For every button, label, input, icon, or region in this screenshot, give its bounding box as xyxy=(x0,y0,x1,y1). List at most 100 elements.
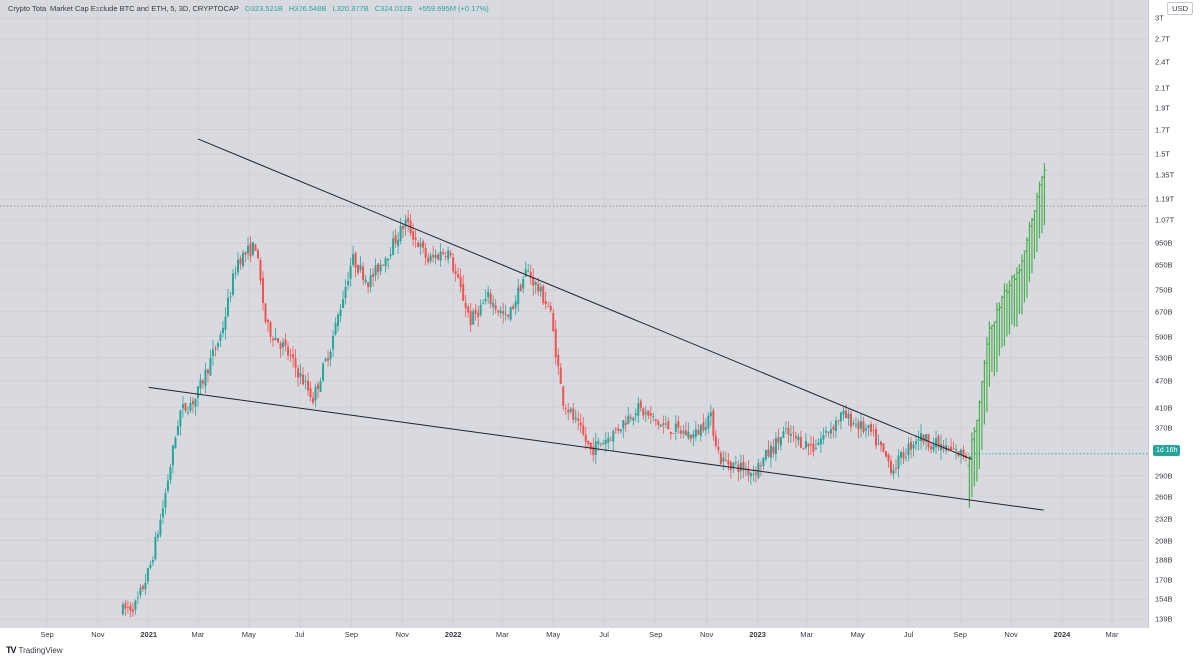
candle-body xyxy=(847,413,850,419)
candle-body xyxy=(612,430,615,442)
candle-body xyxy=(359,265,362,271)
candle-body xyxy=(579,422,582,426)
candle-body xyxy=(862,421,865,432)
candle-body xyxy=(216,343,219,347)
candle-body xyxy=(859,421,862,429)
candle-body xyxy=(652,416,655,417)
price-tick-label: 410B xyxy=(1155,403,1173,413)
price-plot[interactable] xyxy=(0,0,1148,628)
candle-body xyxy=(484,298,487,302)
candle-body xyxy=(887,454,890,462)
candle-body xyxy=(186,412,189,413)
price-tick-label: 530B xyxy=(1155,353,1173,363)
candle-body xyxy=(191,400,194,405)
candle-body xyxy=(464,303,467,309)
time-tick-label: 2021 xyxy=(140,630,158,639)
candle-body xyxy=(399,225,402,242)
time-axis[interactable]: Sep Nov 2021 Mar May Jul Sep Nov 2022 Mar May Jul Se… xyxy=(0,628,1148,642)
candle-body xyxy=(832,426,835,430)
tradingview-logo[interactable]: TV TradingView xyxy=(6,645,63,655)
candle-body xyxy=(557,355,560,367)
candle-body xyxy=(332,335,335,350)
time-tick-label: Sep xyxy=(40,630,54,639)
candle-body xyxy=(679,430,682,434)
candle-body xyxy=(602,443,605,445)
candle-body xyxy=(597,441,600,445)
candle-body xyxy=(151,559,154,563)
price-tick-label: 3T xyxy=(1155,13,1164,23)
tradingview-brand-label: TradingView xyxy=(18,645,63,655)
price-tick-label: 1.35T xyxy=(1155,170,1175,180)
candle-body xyxy=(962,449,965,458)
candle-body xyxy=(492,302,495,307)
candle-body xyxy=(767,449,770,457)
candle-body xyxy=(894,467,897,469)
candle-body xyxy=(429,255,432,261)
candle-body xyxy=(844,410,847,419)
candle-body xyxy=(947,448,950,450)
candle-body xyxy=(139,587,142,596)
candle-body xyxy=(857,421,860,430)
candle-body xyxy=(269,322,272,337)
footer: TV TradingView xyxy=(0,642,1200,661)
candle-body xyxy=(417,242,420,248)
price-tick-label: 139B xyxy=(1155,614,1173,624)
candle-body xyxy=(702,422,705,431)
candle-body xyxy=(201,380,204,384)
candle-body xyxy=(905,456,908,458)
candle-body xyxy=(842,410,845,415)
candle-body xyxy=(945,445,948,451)
candle-body xyxy=(910,441,913,450)
price-tick-label: 2.1T xyxy=(1155,83,1171,93)
trendline-lower xyxy=(148,386,1044,511)
candle-body xyxy=(787,428,790,435)
candle-body xyxy=(211,349,214,356)
candle-body xyxy=(822,435,825,440)
currency-button[interactable]: USD xyxy=(1167,2,1193,15)
candle-body xyxy=(327,358,330,361)
candle-body xyxy=(867,425,870,428)
candle-body xyxy=(627,415,630,424)
candle-body xyxy=(479,305,482,316)
candle-body xyxy=(424,247,427,258)
candle-body xyxy=(802,447,805,449)
candle-body xyxy=(522,278,525,289)
price-axis[interactable]: USD 3T 2.7T 2.4T 2.1T 1.9T 1.7T 1.5T 1.35T 1.19T… xyxy=(1148,0,1200,628)
candle-body xyxy=(609,439,612,441)
symbol-title: Crypto Total Market Cap Exclude BTC and … xyxy=(8,4,239,13)
price-tick-label: 670B xyxy=(1155,307,1173,317)
candle-body xyxy=(950,446,953,450)
candle-body xyxy=(617,428,620,431)
candle-body xyxy=(251,242,254,255)
candle-body xyxy=(714,435,717,447)
candle-body xyxy=(647,410,650,416)
candle-body xyxy=(699,424,702,436)
candle-body xyxy=(357,265,360,273)
candle-body xyxy=(644,412,647,414)
candle-body xyxy=(669,431,672,434)
candle-body xyxy=(529,272,532,279)
candle-body xyxy=(874,429,877,446)
candle-body xyxy=(637,403,640,416)
candle-body xyxy=(337,314,340,326)
candle-body xyxy=(920,433,923,441)
candle-body xyxy=(504,314,507,315)
candle-body xyxy=(274,337,277,340)
candle-body xyxy=(307,380,310,391)
candle-body xyxy=(129,605,132,611)
chart-area[interactable]: Crypto Total Market Cap Exclude BTC and … xyxy=(0,0,1148,628)
candle-body xyxy=(804,440,807,448)
candle-body xyxy=(634,413,637,416)
price-tick-label: 1.5T xyxy=(1155,149,1171,159)
candle-body xyxy=(524,269,527,277)
candle-body xyxy=(236,259,239,273)
candle-body xyxy=(502,311,505,314)
candle-body xyxy=(829,428,832,434)
candle-body xyxy=(757,462,760,478)
candle-body xyxy=(221,327,224,334)
time-tick-label: Nov xyxy=(91,630,105,639)
candle-body xyxy=(124,603,127,609)
candle-body xyxy=(517,287,520,305)
candle-body xyxy=(872,429,875,431)
candle-body xyxy=(277,338,280,343)
